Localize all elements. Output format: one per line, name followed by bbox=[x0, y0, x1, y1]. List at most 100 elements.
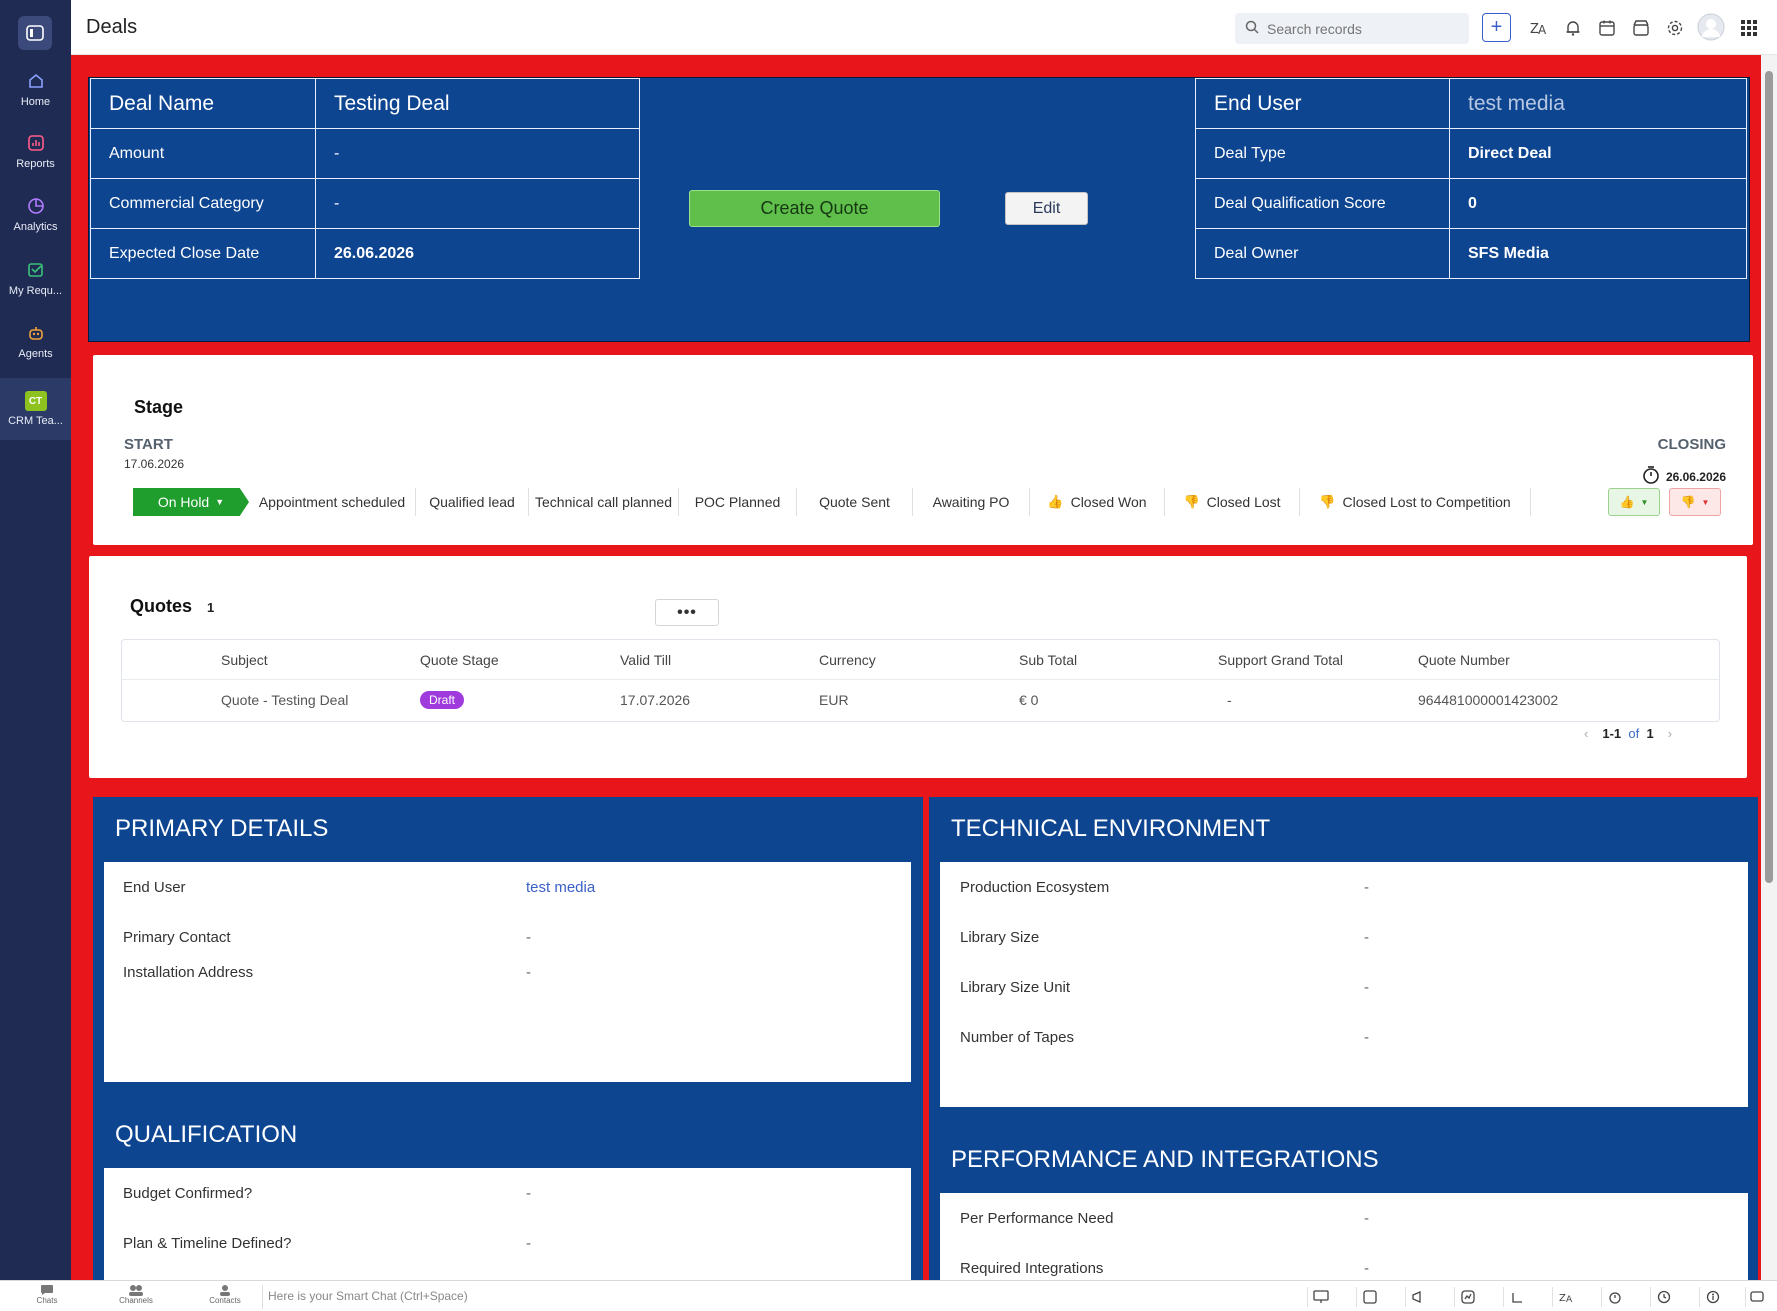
megaphone-icon[interactable] bbox=[1405, 1287, 1431, 1307]
scrollbar-thumb[interactable] bbox=[1765, 71, 1773, 883]
rail-item-my-requests[interactable]: My Requ... bbox=[0, 247, 71, 309]
expected-close-date-value: 26.06.2026 bbox=[315, 228, 640, 279]
deal-owner-value: SFS Media bbox=[1449, 228, 1747, 279]
contacts-button[interactable]: Contacts bbox=[200, 1284, 250, 1305]
chat-icon bbox=[41, 1285, 53, 1295]
closing-date: 26.06.2026 bbox=[1665, 469, 1726, 484]
field-value: - bbox=[526, 1235, 531, 1252]
deal-summary-panel: Deal Name Testing Deal Amount - Commercial… bbox=[88, 77, 1750, 342]
user-avatar[interactable] bbox=[1696, 12, 1726, 42]
field-value: - bbox=[1364, 979, 1369, 996]
bell-icon[interactable] bbox=[1560, 15, 1586, 41]
technical-environment-panel: TECHNICAL ENVIRONMENT Production Ecosyst… bbox=[929, 797, 1758, 1280]
end-user-link[interactable]: test media bbox=[526, 879, 596, 896]
quote-valid-till: 17.07.2026 bbox=[620, 692, 691, 708]
analytics-icon[interactable] bbox=[1454, 1287, 1480, 1307]
edit-button[interactable]: Edit bbox=[1005, 192, 1088, 225]
mark-won-button[interactable]: 👍 ▼ bbox=[1608, 488, 1660, 516]
stage-step[interactable]: POC Planned bbox=[679, 488, 797, 516]
chatbar-label: Channels bbox=[119, 1296, 153, 1305]
column-header[interactable]: Valid Till bbox=[620, 651, 672, 668]
column-header[interactable]: Quote Number bbox=[1418, 651, 1510, 668]
field-label: Expected Close Date bbox=[90, 228, 316, 279]
field-label: Installation Address bbox=[123, 964, 254, 981]
closing-date-row: 26.06.2026 bbox=[1642, 465, 1726, 488]
deal-name-value: Testing Deal bbox=[315, 78, 640, 129]
stage-current-on-hold[interactable]: On Hold ▼ bbox=[133, 488, 249, 516]
stage-step-closed-lost-competition[interactable]: 👎 Closed Lost to Competition bbox=[1300, 488, 1531, 516]
technical-environment-box: Production Ecosystem - Library Size - Li… bbox=[940, 862, 1748, 1107]
chat-window-icon[interactable] bbox=[1745, 1287, 1767, 1307]
quote-subject[interactable]: Quote - Testing Deal bbox=[221, 692, 349, 708]
requests-icon bbox=[25, 259, 47, 281]
field-value: - bbox=[526, 1185, 531, 1202]
calendar-icon[interactable] bbox=[1594, 15, 1620, 41]
stage-step-label: Closed Lost bbox=[1206, 494, 1281, 510]
add-button[interactable]: + bbox=[1482, 13, 1511, 42]
history-icon[interactable] bbox=[1650, 1287, 1676, 1307]
stage-step[interactable]: Appointment scheduled bbox=[249, 488, 416, 516]
stage-step[interactable]: Technical call planned bbox=[529, 488, 679, 516]
thumbs-up-icon: 👍 bbox=[1619, 495, 1635, 509]
field-label: Per Performance Need bbox=[960, 1210, 1114, 1227]
apps-grid-icon[interactable] bbox=[1736, 15, 1762, 41]
stage-pipeline: On Hold ▼ Appointment scheduled Qualifie… bbox=[133, 488, 1531, 516]
alarm-clock-icon[interactable] bbox=[1601, 1287, 1627, 1307]
rail-item-label: My Requ... bbox=[8, 285, 63, 297]
rail-item-crm-team[interactable]: CT CRM Tea... bbox=[0, 378, 71, 440]
stage-step-label: POC Planned bbox=[694, 494, 781, 510]
smart-chat-input[interactable]: Here is your Smart Chat (Ctrl+Space) bbox=[268, 1289, 468, 1303]
settings-gear-icon[interactable] bbox=[1662, 15, 1688, 41]
marketplace-icon[interactable] bbox=[1628, 15, 1654, 41]
stage-step[interactable]: Quote Sent bbox=[797, 488, 913, 516]
quotes-title: Quotes bbox=[130, 596, 193, 616]
rail-item-label: CRM Tea... bbox=[8, 415, 63, 427]
rail-item-reports[interactable]: Reports bbox=[0, 120, 71, 182]
end-user-value[interactable]: test media bbox=[1449, 78, 1747, 129]
notes-icon[interactable] bbox=[1356, 1287, 1382, 1307]
page-of: of bbox=[1628, 726, 1640, 741]
start-label: START bbox=[124, 436, 173, 453]
qualification-score-value: 0 bbox=[1449, 178, 1747, 229]
column-header[interactable]: Subject bbox=[221, 651, 268, 668]
stage-step-closed-lost[interactable]: 👎 Closed Lost bbox=[1165, 488, 1300, 516]
mark-lost-button[interactable]: 👎 ▼ bbox=[1669, 488, 1721, 516]
chevron-left-icon[interactable]: ‹ bbox=[1584, 726, 1589, 741]
field-label: Required Integrations bbox=[960, 1260, 1104, 1277]
column-header[interactable]: Currency bbox=[819, 651, 876, 668]
field-label: Deal Qualification Score bbox=[1195, 178, 1450, 229]
chats-button[interactable]: Chats bbox=[22, 1284, 72, 1305]
more-options-button[interactable]: ••• bbox=[655, 599, 719, 626]
column-header[interactable]: Support Grand Total bbox=[1218, 651, 1344, 668]
recent-icon[interactable] bbox=[1503, 1287, 1529, 1307]
accessibility-icon[interactable] bbox=[1699, 1287, 1725, 1307]
stage-title: Stage bbox=[134, 397, 184, 417]
column-header[interactable]: Sub Total bbox=[1019, 651, 1078, 668]
search-box[interactable] bbox=[1235, 13, 1469, 44]
stage-step[interactable]: Awaiting PO bbox=[913, 488, 1030, 516]
rail-item-home[interactable]: Home bbox=[0, 58, 71, 120]
performance-box: Per Performance Need - Required Integrat… bbox=[940, 1193, 1748, 1280]
deal-info-table: Deal Name Testing Deal Amount - Commercial… bbox=[90, 78, 640, 279]
screen-share-icon[interactable] bbox=[1307, 1287, 1333, 1307]
stage-step-closed-won[interactable]: 👍 Closed Won bbox=[1030, 488, 1165, 516]
pagination: ‹ 1-1 of 1 › bbox=[1584, 726, 1672, 741]
section-title: QUALIFICATION bbox=[115, 1121, 298, 1148]
vertical-scrollbar[interactable] bbox=[1761, 55, 1777, 1280]
search-input[interactable] bbox=[1265, 19, 1455, 38]
field-label: Deal Owner bbox=[1195, 228, 1450, 279]
create-quote-button[interactable]: Create Quote bbox=[689, 190, 940, 227]
field-value: - bbox=[526, 964, 531, 981]
column-header[interactable]: Quote Stage bbox=[420, 651, 499, 668]
sidebar-toggle-icon[interactable] bbox=[18, 16, 52, 50]
chevron-right-icon[interactable]: › bbox=[1667, 726, 1673, 741]
stage-step[interactable]: Qualified lead bbox=[416, 488, 529, 516]
rail-item-analytics[interactable]: Analytics bbox=[0, 183, 71, 245]
stage-card: Stage START 17.06.2026 CLOSING 26.06.202… bbox=[93, 355, 1753, 545]
rail-item-agents[interactable]: Agents bbox=[0, 310, 71, 372]
channels-button[interactable]: Channels bbox=[111, 1284, 161, 1305]
table-row[interactable]: Quote - Testing Deal Draft 17.07.2026 EU… bbox=[122, 680, 1719, 720]
primary-details-box: End User test media Primary Contact - In… bbox=[104, 862, 911, 1082]
